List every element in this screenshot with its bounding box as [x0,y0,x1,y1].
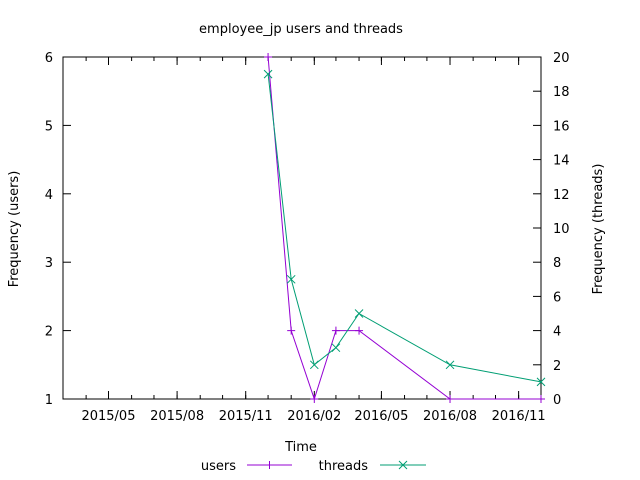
data-point-threads [354,309,364,318]
x-axis-label: Time [284,440,317,455]
data-point-users [264,53,273,61]
y2-tick-label: 14 [553,154,570,169]
y-tick-label: 3 [45,256,53,271]
plot-area [62,56,542,400]
data-point-users [446,395,455,403]
legend: users threads [201,459,426,474]
chart-title: employee_jp users and threads [199,22,403,37]
legend-label: users [201,459,236,474]
y2-tick-label: 8 [553,256,561,271]
x-tick-label: 2016/08 [423,409,477,424]
x-tick-label: 2015/11 [219,409,273,424]
y-axis-label: Frequency (users) [7,171,22,288]
x-tick-label: 2015/05 [81,409,135,424]
series-line-threads [267,74,542,383]
y2-tick-label: 6 [553,290,561,305]
data-point-threads [331,343,341,353]
legend-marker [398,460,408,470]
y-tick-label: 4 [45,188,53,203]
data-point-threads [286,274,296,284]
x-tick-label: 2016/11 [492,409,546,424]
data-point-users [287,326,296,335]
y-axis-right: 0 2 4 6 8 10 12 14 16 18 20 [533,51,570,408]
y-tick-label: 6 [45,51,53,66]
series-users [264,53,545,403]
y2-axis-label: Frequency (threads) [591,164,606,295]
y2-tick-label: 2 [553,359,561,374]
x-tick-label: 2016/05 [354,409,408,424]
y-tick-label: 2 [45,325,53,340]
y-tick-label: 1 [45,393,53,408]
plot-frame [62,56,542,400]
legend-item-users: users [201,459,292,474]
legend-marker [265,461,274,469]
data-point-users [537,395,545,403]
series-threads [263,69,546,387]
x-tick-label: 2015/08 [150,409,204,424]
y2-tick-label: 10 [553,222,570,237]
data-point-threads [263,69,273,79]
x-axis: 2015/05 2015/08 2015/11 2016/02 2016/05 2016/… [62,57,546,424]
y2-tick-label: 16 [553,119,570,134]
series-line-users [267,56,541,401]
data-point-users [355,326,364,335]
x-tick-label: 2016/02 [287,409,341,424]
data-point-users [331,326,340,335]
y-axis-left: 1 2 3 4 5 6 [45,51,71,408]
data-point-threads [309,360,319,370]
y2-tick-label: 4 [553,325,561,340]
data-point-users [310,395,319,403]
y-tick-label: 5 [45,119,53,134]
legend-label: threads [319,459,369,474]
y2-tick-label: 0 [553,393,561,408]
y2-tick-label: 18 [553,85,570,100]
data-point-threads [536,377,546,387]
series-layer [263,53,546,403]
y2-tick-label: 20 [553,51,570,66]
legend-item-threads: threads [319,459,426,474]
data-point-threads [445,360,455,370]
y2-tick-label: 12 [553,188,570,203]
